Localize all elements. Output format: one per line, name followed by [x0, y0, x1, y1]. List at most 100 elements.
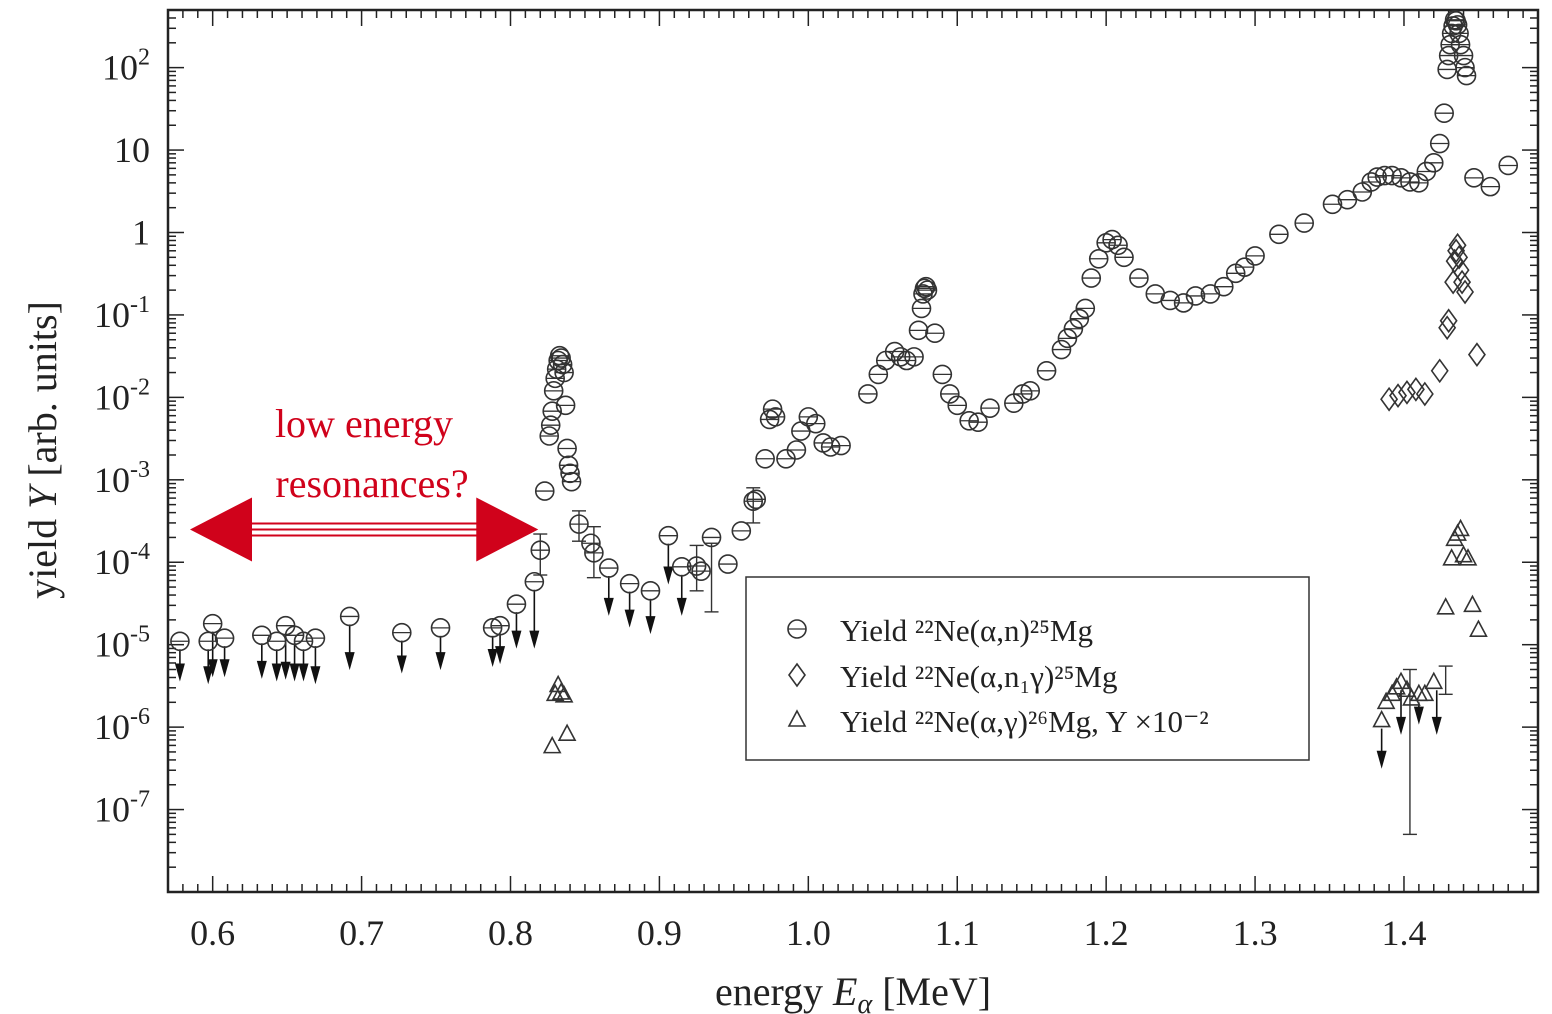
x-tick-label: 1.2	[1084, 913, 1129, 953]
triangle-point	[1469, 619, 1488, 637]
triangle-point	[1436, 597, 1456, 615]
triangle-point	[1391, 671, 1411, 690]
upper-limit-arrowhead	[603, 597, 614, 616]
y-tick-label: 10-4	[94, 539, 150, 582]
diamond-point	[1451, 257, 1470, 283]
triangle-point	[1372, 709, 1391, 728]
x-tick-label: 1.4	[1381, 913, 1426, 953]
upper-limit-arrowhead	[645, 616, 656, 635]
upper-limit-arrowhead	[529, 630, 540, 649]
triangle-point	[1442, 548, 1461, 566]
upper-limit-arrowhead	[174, 663, 185, 682]
triangle-point	[557, 723, 577, 742]
legend-marker-triangle	[787, 709, 807, 727]
triangle-point	[548, 674, 568, 693]
triangle-point	[1458, 548, 1478, 566]
upper-limit-arrowhead	[271, 663, 282, 682]
y-tick-label: 10-5	[94, 622, 150, 665]
upper-limit-arrowhead	[1376, 750, 1387, 769]
x-tick-label: 1.3	[1233, 913, 1278, 953]
upper-limit-arrowhead	[396, 655, 407, 674]
y-tick-label: 102	[102, 45, 150, 88]
upper-limit-arrowhead	[487, 648, 498, 667]
x-axis-title: energy Eα [MeV]	[715, 969, 991, 1014]
triangle-point	[1397, 679, 1417, 698]
diamond-point	[1406, 377, 1425, 402]
diamond-point	[1456, 279, 1475, 305]
upper-limit-arrowhead	[676, 597, 687, 616]
y-tick-label: 10-3	[94, 457, 150, 500]
diamond-point	[1415, 381, 1434, 407]
y-tick-labels: 102 10 1 10-1 10-2 10-3 10-4 10-5 10-6 10-7	[94, 45, 150, 830]
legend-marker-diamond	[788, 662, 806, 688]
upper-limit-arrowhead	[495, 646, 506, 665]
triangle-point	[1402, 688, 1421, 706]
x-tick-label: 0.7	[339, 913, 384, 953]
diamond-point	[1380, 386, 1399, 412]
upper-limit-arrowhead	[1431, 716, 1442, 735]
diamond-point	[1438, 315, 1457, 341]
x-tick-label: 1.0	[786, 913, 831, 953]
low-energy-annotation: low energy resonances?	[190, 401, 539, 562]
legend-label-diamond: Yield ²²Ne(α,n₁γ)²⁵Mg	[840, 659, 1117, 694]
y-tick-label: 10-7	[94, 787, 150, 830]
diamond-point	[1397, 380, 1416, 405]
y-tick-label: 10-6	[94, 704, 150, 747]
triangle-point	[1424, 671, 1444, 690]
upper-limit-arrowhead	[511, 630, 522, 649]
triangle-point	[551, 682, 571, 700]
legend-label-triangle: Yield ²²Ne(α,γ)²⁶Mg, Y ×10⁻²	[840, 704, 1209, 739]
triangle-point	[1454, 545, 1473, 563]
triangle-point	[1387, 677, 1406, 695]
diamond-point	[1430, 358, 1449, 384]
upper-limit-arrowhead	[203, 666, 214, 685]
x-tick-labels: 0.6 0.7 0.8 0.9 1.0 1.1 1.2 1.3 1.4	[190, 913, 1426, 953]
annotation-line-2: resonances?	[275, 461, 468, 506]
upper-limit-arrowhead	[298, 663, 309, 682]
legend: Yield ²²Ne(α,n)²⁵Mg Yield ²²Ne(α,n₁γ)²⁵M…	[745, 576, 1310, 761]
x-tick-label: 0.9	[637, 913, 682, 953]
diamond-point	[1467, 342, 1486, 367]
upper-limit-arrowhead	[624, 609, 635, 628]
y-axis-title: yield Y [arb. units]	[20, 301, 65, 599]
upper-limit-arrowhead	[256, 660, 267, 679]
annotation-arrow-right-head	[476, 497, 539, 562]
upper-limit-arrowhead	[1413, 706, 1424, 725]
triangle-point	[542, 735, 562, 754]
triangle-point	[1463, 594, 1482, 613]
triangle-point	[554, 685, 574, 703]
y-tick-label: 10-1	[94, 292, 150, 335]
upper-limit-arrowhead	[289, 663, 300, 682]
annotation-line-1: low energy	[275, 401, 453, 446]
upper-limit-arrowhead	[344, 652, 355, 671]
triangle-point	[1451, 518, 1470, 537]
annotation-arrow-left-head	[190, 497, 252, 562]
x-tick-label: 1.1	[935, 913, 980, 953]
diamond-point	[1450, 244, 1469, 270]
diamond-point	[1389, 383, 1408, 408]
y-tick-label: 1	[132, 212, 150, 252]
triangle-point	[545, 683, 565, 702]
y-tick-label: 10-2	[94, 374, 150, 417]
upper-limit-arrowhead	[207, 659, 218, 678]
diamond-point	[1453, 269, 1472, 295]
legend-label-circle: Yield ²²Ne(α,n)²⁵Mg	[840, 613, 1093, 648]
data-points	[170, 10, 1519, 754]
triangle-point	[1382, 683, 1402, 702]
upper-limit-arrowhead	[280, 661, 291, 680]
upper-limit-arrowhead	[435, 652, 446, 671]
upper-limit-arrowhead	[663, 566, 674, 585]
upper-limit-arrowhead	[310, 666, 321, 685]
upper-limit-arrows	[174, 543, 1442, 769]
x-tick-label: 0.8	[488, 913, 533, 953]
diamond-point	[1439, 308, 1458, 334]
upper-limit-arrowhead	[1396, 716, 1406, 735]
legend-box	[745, 576, 1310, 761]
axis-ticks	[167, 9, 1539, 893]
triangle-point	[1415, 683, 1435, 702]
x-tick-label: 0.6	[190, 913, 235, 953]
y-tick-label: 10	[114, 130, 150, 170]
diamond-point	[1448, 232, 1467, 258]
upper-limit-arrowhead	[219, 659, 230, 678]
